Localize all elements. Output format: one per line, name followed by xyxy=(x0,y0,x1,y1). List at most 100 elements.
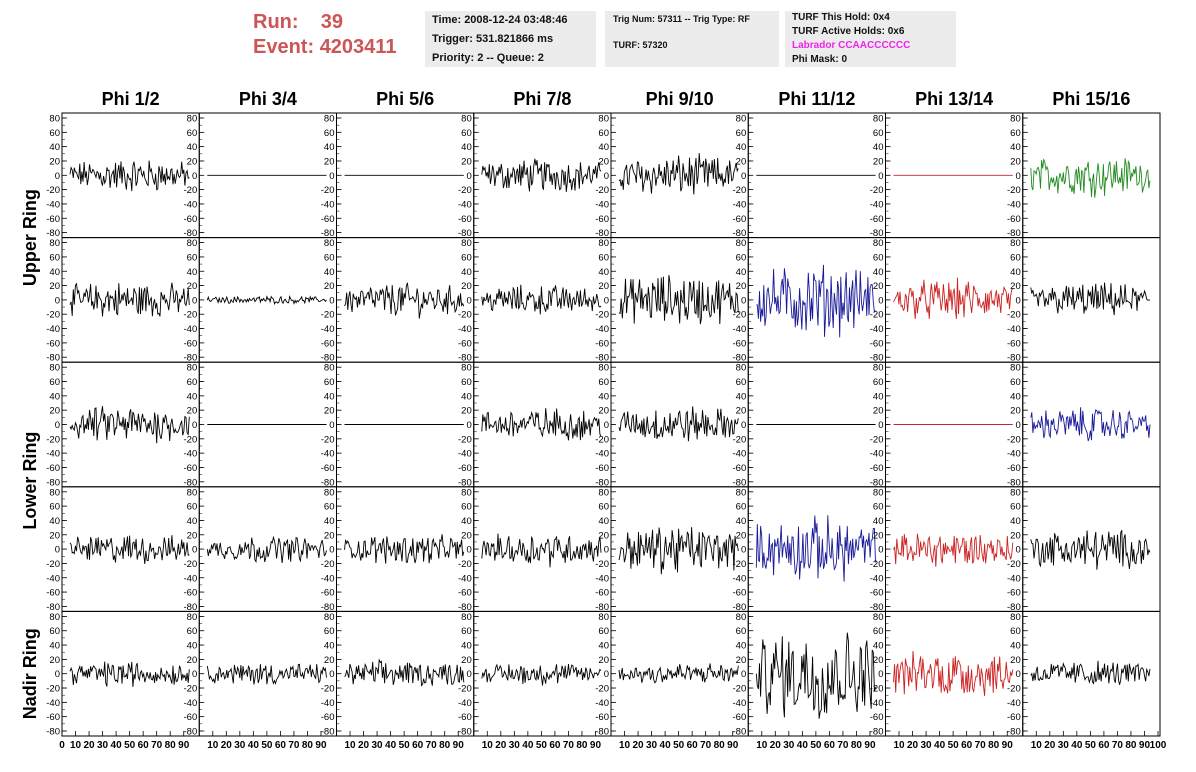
y-tick-label: -60 xyxy=(1007,588,1021,599)
y-tick-label: 60 xyxy=(324,502,335,513)
waveform-trace xyxy=(344,282,465,319)
waveform-trace xyxy=(893,533,1014,567)
y-tick-label: -60 xyxy=(733,214,747,225)
y-tick-label: 0 xyxy=(192,171,197,182)
x-tick-label: 20 xyxy=(358,740,370,751)
y-tick-label: 20 xyxy=(598,655,609,666)
waveform-trace xyxy=(206,663,327,685)
event-value: 4203411 xyxy=(319,36,397,58)
panel-r2-c1: 80 60 40 20 0 -20 -40 -60 -80 xyxy=(46,237,200,364)
x-tick-label: 20 xyxy=(221,740,233,751)
panel-r1-c3: 80 60 40 20 0 -20 -40 -60 -80 xyxy=(321,112,475,239)
y-tick-label: 40 xyxy=(324,267,335,278)
y-tick-label: -60 xyxy=(46,588,60,599)
panel-r2-c8: 80 60 40 20 0 -20 -40 -60 -80 xyxy=(1007,237,1161,364)
x-tick-label: 40 xyxy=(111,740,123,751)
y-tick-label: -60 xyxy=(595,712,609,723)
y-tick-label: -80 xyxy=(184,228,198,239)
y-tick-label: 20 xyxy=(598,406,609,417)
y-tick-label: -80 xyxy=(733,477,747,488)
y-tick-label: 40 xyxy=(736,142,747,153)
y-tick-label: 20 xyxy=(49,156,60,167)
y-tick-label: 0 xyxy=(1015,669,1020,680)
y-tick-label: -60 xyxy=(458,338,472,349)
y-tick-label: -20 xyxy=(46,559,60,570)
y-tick-label: 40 xyxy=(598,391,609,402)
y-tick-label: -60 xyxy=(184,588,198,599)
y-tick-label: -20 xyxy=(458,434,472,445)
panel-r2-c7: 80 60 40 20 0 -20 -40 -60 -80 xyxy=(870,237,1024,364)
x-tick-label: 40 xyxy=(385,740,397,751)
y-tick-label: 40 xyxy=(1010,391,1021,402)
y-tick-label: 0 xyxy=(55,420,60,431)
x-tick-label: 10 xyxy=(344,740,356,751)
y-tick-label: 40 xyxy=(461,142,472,153)
y-tick-label: 80 xyxy=(461,114,472,125)
y-tick-label: -40 xyxy=(458,324,472,335)
y-tick-label: -40 xyxy=(595,199,609,210)
y-tick-label: 80 xyxy=(49,612,60,623)
y-tick-label: -40 xyxy=(321,199,335,210)
panel-r1-c4: 80 60 40 20 0 -20 -40 -60 -80 xyxy=(458,112,612,239)
y-tick-label: -40 xyxy=(1007,449,1021,460)
y-tick-label: -20 xyxy=(595,559,609,570)
waveform-trace xyxy=(755,515,876,582)
y-tick-label: 20 xyxy=(873,281,884,292)
y-tick-label: 20 xyxy=(1010,281,1021,292)
y-tick-label: 20 xyxy=(873,655,884,666)
y-tick-label: 40 xyxy=(873,641,884,652)
y-tick-label: -20 xyxy=(733,185,747,196)
y-tick-label: 40 xyxy=(598,267,609,278)
y-tick-label: 40 xyxy=(49,516,60,527)
y-tick-label: -40 xyxy=(46,698,60,709)
y-tick-label: 60 xyxy=(736,377,747,388)
waveform-trace xyxy=(69,535,190,565)
x-tick-label: 30 xyxy=(646,740,658,751)
phi-title-5: Phi 9/10 xyxy=(646,89,714,109)
y-tick-label: 60 xyxy=(461,502,472,513)
x-tick-label: 40 xyxy=(248,740,260,751)
y-tick-label: 60 xyxy=(187,252,198,263)
y-tick-label: -80 xyxy=(321,727,335,738)
y-tick-label: -40 xyxy=(321,449,335,460)
y-tick-label: -80 xyxy=(595,228,609,239)
y-tick-label: -60 xyxy=(1007,463,1021,474)
y-tick-label: 20 xyxy=(324,281,335,292)
panel-r5-c4: 80 60 40 20 0 -20 -40 -60 -80 xyxy=(458,610,612,738)
y-tick-label: 20 xyxy=(1010,530,1021,541)
y-tick-label: 40 xyxy=(187,267,198,278)
panel-r3-c4: 80 60 40 20 0 -20 -40 -60 -80 xyxy=(458,361,612,488)
time-info-box: Time: 2008-12-24 03:48:46 Trigger: 531.8… xyxy=(425,11,596,67)
y-tick-label: 0 xyxy=(466,669,471,680)
x-tick-label: 90 xyxy=(590,740,602,751)
y-tick-label: 60 xyxy=(324,377,335,388)
y-tick-label: -80 xyxy=(1007,602,1021,613)
y-tick-label: -60 xyxy=(870,214,884,225)
phi-title-4: Phi 7/8 xyxy=(513,89,571,109)
y-tick-label: -80 xyxy=(321,477,335,488)
panel-frame xyxy=(198,486,337,612)
y-tick-label: 60 xyxy=(1010,626,1021,637)
y-tick-label: 0 xyxy=(192,545,197,556)
phi-title-7: Phi 13/14 xyxy=(915,89,993,109)
y-tick-label: -60 xyxy=(870,712,884,723)
y-tick-label: -60 xyxy=(1007,712,1021,723)
y-tick-label: 80 xyxy=(187,114,198,125)
x-tick-label: 10 xyxy=(756,740,768,751)
y-tick-label: -60 xyxy=(46,214,60,225)
y-tick-label: 20 xyxy=(736,281,747,292)
y-tick-label: 20 xyxy=(461,530,472,541)
y-tick-label: -80 xyxy=(46,353,60,364)
y-tick-label: 20 xyxy=(873,156,884,167)
trig-info-box: Trig Num: 57311 -- Trig Type: RF TURF: 5… xyxy=(605,11,779,67)
x-tick-label: 80 xyxy=(165,740,177,751)
phi-title-2: Phi 3/4 xyxy=(239,89,297,109)
y-tick-label: 60 xyxy=(461,626,472,637)
x-tick-label: 50 xyxy=(948,740,960,751)
panel-r4-c5: 80 60 40 20 0 -20 -40 -60 -80 xyxy=(595,486,749,613)
y-tick-label: -60 xyxy=(46,338,60,349)
y-tick-label: -40 xyxy=(870,449,884,460)
y-tick-label: -20 xyxy=(321,559,335,570)
y-tick-label: 80 xyxy=(49,238,60,249)
x-tick-label: 80 xyxy=(302,740,314,751)
